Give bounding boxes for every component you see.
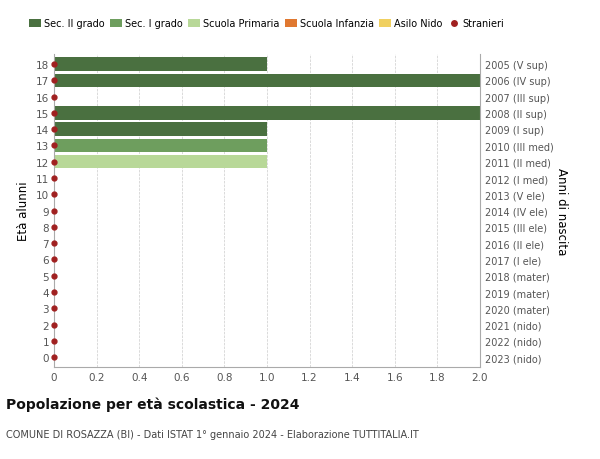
Bar bbox=[54, 74, 480, 88]
Bar bbox=[54, 140, 267, 153]
Y-axis label: Anni di nascita: Anni di nascita bbox=[554, 168, 568, 255]
Bar bbox=[54, 107, 480, 120]
Legend: Sec. II grado, Sec. I grado, Scuola Primaria, Scuola Infanzia, Asilo Nido, Stran: Sec. II grado, Sec. I grado, Scuola Prim… bbox=[29, 19, 505, 29]
Text: Popolazione per età scolastica - 2024: Popolazione per età scolastica - 2024 bbox=[6, 397, 299, 412]
Bar bbox=[54, 58, 267, 72]
Text: COMUNE DI ROSAZZA (BI) - Dati ISTAT 1° gennaio 2024 - Elaborazione TUTTITALIA.IT: COMUNE DI ROSAZZA (BI) - Dati ISTAT 1° g… bbox=[6, 429, 419, 439]
Bar bbox=[54, 123, 267, 136]
Bar bbox=[54, 156, 267, 169]
Y-axis label: Età alunni: Età alunni bbox=[17, 181, 31, 241]
